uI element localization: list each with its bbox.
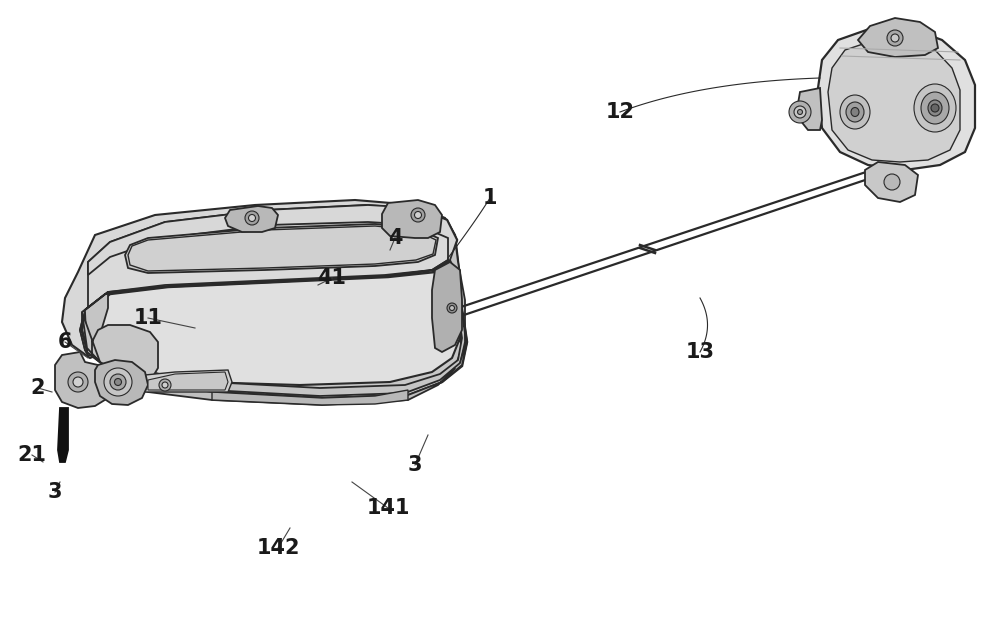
- Text: 1: 1: [483, 188, 497, 208]
- Polygon shape: [225, 206, 278, 232]
- Circle shape: [450, 305, 454, 310]
- Text: 4: 4: [388, 228, 402, 248]
- Text: 6: 6: [58, 332, 72, 352]
- Circle shape: [887, 30, 903, 46]
- Ellipse shape: [846, 102, 864, 122]
- Ellipse shape: [840, 95, 870, 129]
- Circle shape: [245, 211, 259, 225]
- Text: 21: 21: [18, 445, 46, 465]
- Polygon shape: [82, 312, 158, 380]
- Polygon shape: [382, 200, 442, 238]
- Circle shape: [884, 174, 900, 190]
- Circle shape: [794, 106, 806, 118]
- Polygon shape: [62, 200, 455, 358]
- Polygon shape: [55, 352, 112, 408]
- Polygon shape: [128, 370, 232, 400]
- Polygon shape: [88, 235, 462, 392]
- Circle shape: [411, 208, 425, 222]
- Polygon shape: [82, 260, 467, 398]
- Ellipse shape: [914, 84, 956, 132]
- Polygon shape: [818, 28, 975, 170]
- Circle shape: [68, 372, 88, 392]
- Polygon shape: [108, 368, 455, 405]
- Polygon shape: [432, 262, 462, 352]
- Circle shape: [891, 34, 899, 42]
- Text: 12: 12: [606, 102, 635, 122]
- Circle shape: [110, 374, 126, 390]
- Text: 11: 11: [134, 308, 162, 328]
- Polygon shape: [865, 162, 918, 202]
- Polygon shape: [128, 226, 436, 271]
- Ellipse shape: [851, 107, 859, 117]
- Circle shape: [415, 211, 422, 218]
- Polygon shape: [58, 408, 68, 462]
- Text: 2: 2: [31, 378, 45, 398]
- Circle shape: [73, 377, 83, 387]
- Circle shape: [159, 379, 171, 391]
- Ellipse shape: [921, 92, 949, 124]
- Polygon shape: [212, 390, 408, 405]
- Circle shape: [248, 214, 256, 221]
- Text: 3: 3: [48, 482, 62, 502]
- Polygon shape: [80, 238, 465, 400]
- Circle shape: [104, 368, 132, 396]
- Polygon shape: [796, 88, 822, 130]
- Circle shape: [931, 104, 939, 112]
- Polygon shape: [828, 40, 960, 162]
- Polygon shape: [125, 224, 438, 273]
- Polygon shape: [148, 372, 228, 390]
- Circle shape: [447, 303, 457, 313]
- Text: 3: 3: [408, 455, 422, 475]
- Circle shape: [798, 110, 802, 115]
- Ellipse shape: [928, 100, 942, 116]
- Polygon shape: [82, 205, 457, 352]
- Polygon shape: [858, 18, 938, 57]
- Text: 41: 41: [318, 268, 347, 288]
- Polygon shape: [95, 360, 148, 405]
- Circle shape: [114, 379, 122, 386]
- Polygon shape: [82, 204, 467, 398]
- Text: 141: 141: [366, 498, 410, 518]
- Text: 13: 13: [686, 342, 714, 362]
- Circle shape: [162, 382, 168, 388]
- Polygon shape: [80, 205, 455, 355]
- Circle shape: [789, 101, 811, 123]
- Text: 142: 142: [256, 538, 300, 558]
